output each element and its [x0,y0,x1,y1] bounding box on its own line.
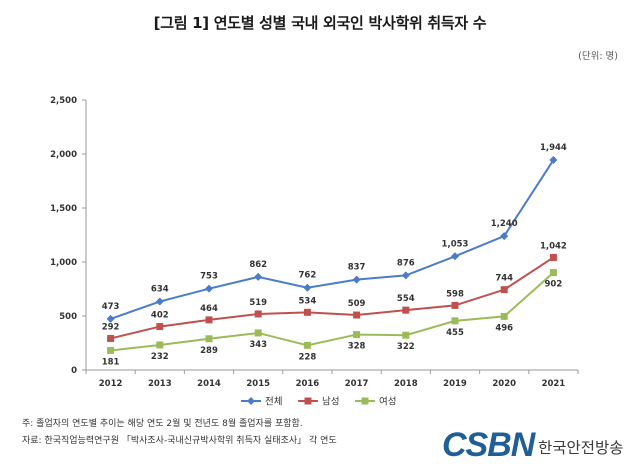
data-point [451,252,459,261]
legend-label: 남성 [322,397,339,408]
data-label: 228 [299,352,317,362]
legend-marker [247,397,255,405]
data-point [451,301,459,309]
data-label: 343 [249,340,267,350]
data-label: 292 [102,322,120,332]
data-point [254,329,262,337]
data-point [156,341,164,349]
y-tick-label: 1,500 [50,204,77,214]
data-label: 473 [102,302,120,312]
y-tick-label: 2,000 [50,150,77,160]
data-point [254,272,263,281]
data-label: 1,240 [491,219,518,229]
data-point [549,156,558,165]
note-line: 주: 졸업자의 연도별 추이는 해당 연도 2월 및 전년도 8월 졸업자를 포… [22,419,303,429]
data-label: 598 [446,289,464,299]
data-label: 232 [151,352,169,362]
unit-label: (단위: 명) [578,51,618,62]
data-point [500,312,508,320]
x-tick-label: 2021 [542,379,566,389]
y-tick-label: 500 [59,312,77,322]
data-point [402,306,410,314]
data-point [500,286,508,294]
data-label: 455 [446,328,464,338]
data-point [156,323,164,331]
data-point [205,284,213,293]
x-tick-label: 2014 [197,379,221,389]
data-label: 762 [299,271,317,281]
data-label: 862 [249,260,267,270]
data-point [106,314,115,323]
data-label: 634 [151,285,169,295]
data-point [155,297,164,306]
legend-label: 여성 [379,396,396,408]
data-point [303,308,311,316]
y-tick-label: 1,000 [50,258,77,268]
data-label: 402 [151,311,169,321]
data-label: 289 [200,346,218,356]
data-label: 554 [397,294,415,304]
data-point [353,331,361,339]
data-label: 496 [495,323,513,333]
x-tick-label: 2018 [394,379,418,389]
x-tick-label: 2016 [296,379,320,389]
series-line [110,256,554,340]
data-point [254,310,262,318]
data-point [401,271,410,280]
data-label: 837 [348,263,366,273]
brand-name: 한국안전방송 [538,439,624,457]
x-tick-label: 2019 [443,379,467,389]
data-label: 509 [348,299,366,309]
x-tick-label: 2013 [148,379,172,389]
chart-title: [그림 1] 연도별 성별 국내 외국인 박사학위 취득자 수 [153,14,487,32]
series-line [110,159,555,320]
x-tick-label: 2015 [246,379,270,389]
data-label: 464 [200,304,218,314]
data-point [549,269,557,277]
data-label: 519 [249,298,267,308]
data-label: 534 [299,296,317,306]
legend-marker [304,397,312,405]
x-tick-label: 2012 [99,379,123,389]
data-label: 1,042 [540,241,567,251]
source-line: 자료: 한국직업능력연구원 「박사조사-국내신규박사학위 취득자 실태조사」 각… [22,436,337,446]
series-line [110,271,555,352]
legend-label: 전체 [265,397,282,408]
data-point [549,253,557,261]
data-point [303,341,311,349]
y-tick-label: 0 [71,366,77,376]
legend-marker [361,397,369,405]
data-label: 328 [348,342,366,352]
data-point [353,311,361,319]
data-label: 744 [495,274,513,284]
data-point [205,316,213,324]
brand-logo: CSBN 한국안전방송 [442,426,624,464]
data-point [402,331,410,339]
data-point [205,335,213,343]
y-tick-label: 2,500 [50,96,77,106]
data-label: 876 [397,258,415,268]
data-point [107,334,115,342]
data-point [303,283,312,292]
x-tick-label: 2017 [345,379,369,389]
data-point [107,346,115,354]
brand-logo-text: CSBN [442,426,537,464]
source-notes: 주: 졸업자의 연도별 추이는 해당 연도 2월 및 전년도 8월 졸업자를 포… [22,416,337,450]
data-label: 322 [397,342,415,352]
x-tick-label: 2020 [492,379,516,389]
data-point [451,317,459,325]
data-label: 181 [102,357,120,367]
data-label: 1,944 [540,143,567,153]
data-point [352,275,361,284]
data-label: 753 [200,272,218,282]
data-label: 1,053 [442,239,469,249]
data-label: 902 [545,280,563,290]
data-point [500,232,509,241]
